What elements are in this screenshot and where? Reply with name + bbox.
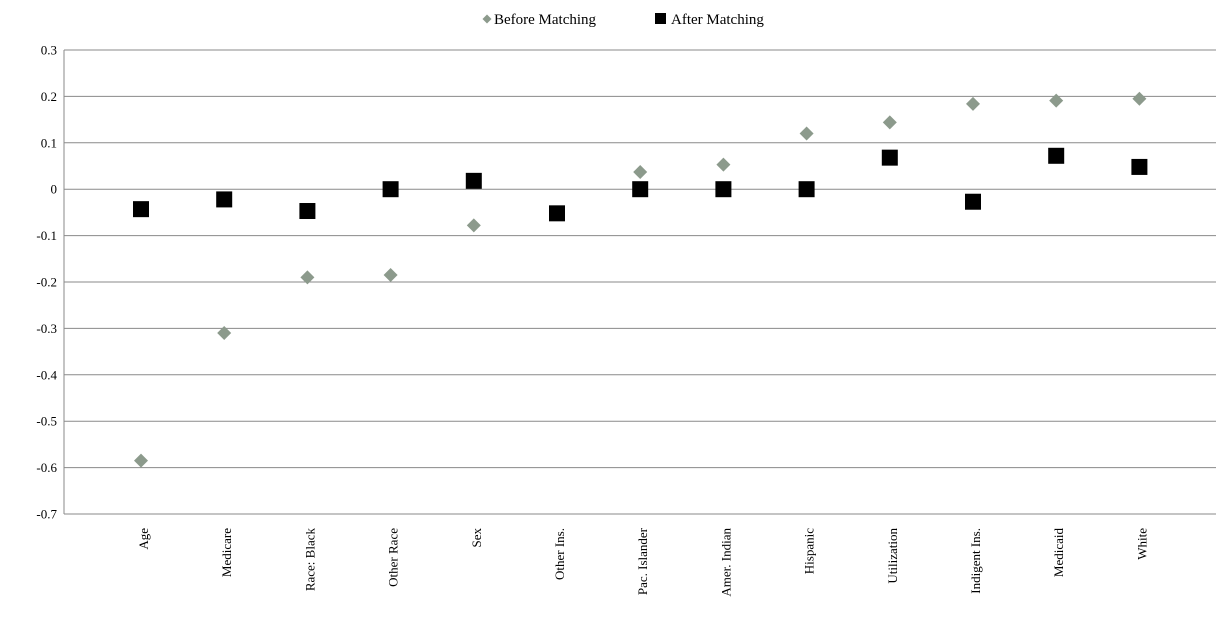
- before-matching-point: [1049, 93, 1064, 108]
- after-matching-point: [632, 181, 649, 198]
- before-matching-point: [383, 268, 398, 283]
- x-tick-label: Hispanic: [802, 528, 817, 574]
- after-matching-point: [715, 181, 732, 198]
- after-matching-point: [1048, 147, 1065, 164]
- x-tick-label: Other Ins.: [552, 528, 567, 580]
- y-tick-label: -0.7: [36, 507, 57, 522]
- y-tick-label: -0.6: [36, 460, 57, 475]
- y-tick-label: -0.1: [36, 228, 57, 243]
- x-tick-label: Sex: [469, 528, 484, 548]
- x-tick-label: Pac. Islander: [635, 527, 650, 595]
- before-matching-point: [1132, 91, 1147, 106]
- after-matching-point: [1131, 158, 1148, 175]
- y-tick-label: 0.2: [41, 89, 57, 104]
- x-tick-label: White: [1134, 528, 1149, 560]
- legend-label-after: After Matching: [671, 12, 764, 28]
- after-matching-point: [965, 193, 981, 210]
- before-matching-point: [134, 453, 148, 468]
- legend-label-before: Before Matching: [494, 12, 597, 28]
- y-tick-label: -0.2: [36, 275, 57, 290]
- after-matching-point: [299, 203, 316, 220]
- legend-marker-before: [482, 14, 492, 24]
- after-matching-point: [133, 201, 149, 218]
- before-matching-point: [882, 115, 897, 130]
- before-matching-point: [633, 165, 648, 180]
- x-tick-label: Medicaid: [1051, 528, 1066, 578]
- y-tick-label: 0: [51, 182, 58, 197]
- before-matching-point: [716, 157, 731, 172]
- after-matching-point: [465, 172, 482, 189]
- before-matching-point: [799, 126, 814, 141]
- after-matching-point: [216, 191, 233, 208]
- after-matching-point: [798, 181, 815, 198]
- before-matching-point: [966, 96, 980, 111]
- after-matching-point: [382, 181, 399, 198]
- legend-marker-after: [655, 13, 666, 24]
- before-matching-point: [217, 326, 232, 341]
- x-tick-label: Other Race: [386, 528, 401, 587]
- y-tick-label: -0.5: [36, 414, 57, 429]
- x-tick-label: Indigent Ins.: [968, 528, 983, 594]
- before-matching-point: [466, 218, 481, 233]
- before-matching-point: [300, 270, 315, 285]
- x-tick-label: Amer. Indian: [718, 528, 733, 597]
- y-tick-label: -0.3: [36, 321, 57, 336]
- y-tick-label: -0.4: [36, 367, 57, 382]
- legend: Before Matching After Matching: [482, 12, 764, 28]
- y-tick-label: 0.1: [41, 135, 57, 150]
- x-tick-label: Race: Black: [302, 528, 317, 592]
- after-matching-point: [881, 149, 898, 166]
- x-axis-ticks: Age Medicare Race: Black Other Race Sex Other…: [136, 527, 1149, 596]
- y-tick-label: 0.3: [41, 43, 57, 58]
- after-matching-point: [549, 205, 565, 222]
- y-axis-ticks: 0.3 0.2 0.1 0 -0.1 -0.2 -0.3 -0.4 -0.5 -0.6 -0.7: [36, 43, 57, 522]
- x-tick-label: Medicare: [219, 528, 234, 577]
- data-marks: [133, 91, 1148, 468]
- gridlines: [63, 49, 1216, 515]
- x-tick-label: Utilization: [885, 528, 900, 584]
- x-tick-label: Age: [136, 528, 151, 550]
